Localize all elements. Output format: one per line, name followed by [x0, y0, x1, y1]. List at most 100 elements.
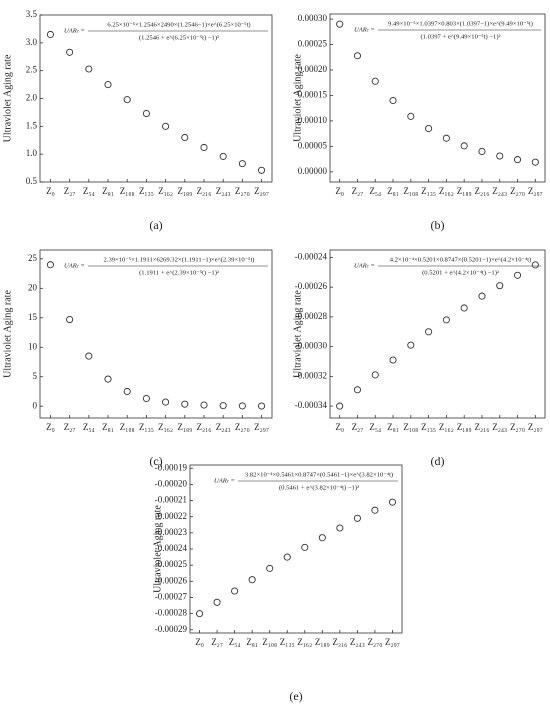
- data-point: [219, 152, 227, 160]
- x-tick-label: Z₁₀₈: [120, 186, 135, 196]
- y-tick-label: 0.00020: [298, 64, 328, 74]
- data-point: [123, 96, 131, 104]
- y-axis-label: Ultraviolet Aging rate: [152, 505, 163, 593]
- x-tick-label: Z₁₃₅: [139, 186, 154, 196]
- x-tick-label: Z₀: [46, 186, 55, 196]
- data-point: [318, 534, 326, 542]
- y-tick-label: -0.00019: [155, 462, 188, 472]
- y-tick-label: 3.0: [26, 37, 38, 47]
- caption: (c): [149, 454, 162, 468]
- x-tick-label: Z₂₉₇: [254, 186, 269, 196]
- data-point: [301, 543, 309, 551]
- formula-lhs: UARₜ =: [214, 478, 235, 485]
- data-point: [460, 142, 468, 150]
- y-tick-label: 25: [28, 253, 38, 263]
- formula-denominator: (0.5201 + e^(4.2×10⁻⁴t) −1)²: [422, 270, 499, 277]
- caption: (b): [431, 218, 445, 232]
- x-tick-label: Z₂₉₇: [385, 637, 400, 647]
- x-tick-label: Z₅₄: [229, 637, 241, 647]
- x-tick-label: Z₁₈₉: [315, 637, 330, 647]
- data-point: [336, 402, 344, 410]
- data-point: [104, 375, 112, 383]
- y-tick-label: -0.00021: [155, 495, 187, 505]
- x-tick-label: Z₂₇₀: [235, 422, 250, 432]
- data-point: [442, 134, 450, 142]
- formula-numerator: 6.25×10⁻⁵×1.2546×2490×(1.2546−1)×e^(6.25…: [107, 22, 250, 29]
- plot-frame: [329, 13, 546, 183]
- data-point: [219, 402, 227, 410]
- x-tick-label: Z₂₇₀: [235, 186, 250, 196]
- x-tick-label: Z₂₄₃: [216, 186, 231, 196]
- x-tick-label: Z₁₈₉: [177, 422, 192, 432]
- x-tick-label: Z₂₁₆: [475, 186, 490, 196]
- y-axis-label: Ultraviolet Aging rate: [2, 290, 13, 378]
- x-tick-label: Z₂₁₆: [197, 422, 212, 432]
- data-point: [142, 109, 150, 118]
- y-tick-label: -0.00026: [295, 281, 328, 291]
- data-point: [46, 261, 54, 269]
- data-point: [353, 514, 361, 522]
- data-point: [389, 96, 397, 105]
- formula-lhs: UARₜ =: [354, 27, 375, 34]
- y-tick-label: 20: [28, 282, 38, 292]
- x-tick-label: Z₂₉₇: [528, 422, 543, 432]
- x-tick-label: Z₁₆₂: [158, 422, 173, 432]
- x-tick-label: Z₂₄₃: [492, 422, 507, 432]
- x-tick-label: Z₈₁: [387, 186, 399, 196]
- data-point: [478, 292, 486, 300]
- x-tick-label: Z₂₄₃: [216, 422, 231, 432]
- y-tick-label: 0.5: [26, 176, 38, 186]
- y-axis-label: Ultraviolet Aging rate: [292, 290, 303, 378]
- data-point: [248, 576, 256, 584]
- data-point: [336, 20, 344, 28]
- y-tick-label: -0.00034: [295, 400, 328, 410]
- data-point: [496, 282, 504, 290]
- data-point: [460, 304, 468, 312]
- x-tick-label: Z₀: [195, 637, 204, 647]
- caption: (e): [289, 689, 302, 703]
- data-point: [531, 261, 539, 269]
- formula-numerator: 9.49×10⁻⁵×1.0397×0.803×(1.0397−1)×e^(9.4…: [388, 21, 533, 28]
- y-tick-label: -0.00027: [155, 592, 188, 602]
- data-point: [425, 124, 433, 133]
- x-tick-label: Z₅₄: [369, 186, 381, 196]
- x-tick-label: Z₁₈₉: [457, 186, 472, 196]
- formula-lhs: UARₜ =: [64, 28, 85, 35]
- data-point: [353, 52, 362, 60]
- x-tick-label: Z₂₇₀: [510, 186, 525, 196]
- caption: (a): [149, 218, 162, 232]
- x-tick-label: Z₂₉₇: [528, 186, 543, 196]
- x-tick-label: Z₂₇₀: [510, 422, 525, 432]
- y-tick-label: 3.5: [26, 9, 38, 19]
- x-tick-label: Z₂₄₃: [350, 637, 365, 647]
- y-tick-label: 0.00010: [298, 115, 328, 125]
- y-tick-label: -0.00024: [295, 251, 328, 261]
- data-point: [104, 81, 112, 89]
- x-tick-label: Z₁₆₂: [297, 637, 312, 647]
- y-tick-label: -0.00025: [155, 559, 188, 569]
- formula-denominator: (1.1911 + e^(2.39×10⁻⁵t) −1)²: [139, 270, 219, 277]
- data-point: [371, 506, 379, 514]
- x-tick-label: Z₀: [335, 186, 344, 196]
- caption: (d): [431, 454, 445, 468]
- x-tick-label: Z₁₀₈: [403, 422, 418, 432]
- x-tick-label: Z₁₆₂: [439, 422, 454, 432]
- plot-frame: [39, 249, 273, 419]
- y-tick-label: -0.00026: [155, 575, 188, 585]
- x-tick-label: Z₂₉₇: [254, 422, 269, 432]
- data-point: [353, 386, 362, 394]
- y-tick-label: 0.00015: [298, 90, 328, 100]
- x-tick-label: Z₀: [335, 422, 344, 432]
- x-tick-label: Z₁₈₉: [177, 186, 192, 196]
- y-tick-label: -0.00032: [295, 370, 327, 380]
- data-point: [162, 398, 170, 406]
- x-tick-label: Z₂₁₆: [475, 422, 490, 432]
- data-point: [85, 65, 93, 73]
- y-tick-label: 0.00030: [298, 13, 328, 23]
- y-tick-label: -0.00030: [295, 341, 328, 351]
- data-point: [181, 133, 189, 142]
- y-tick-label: -0.00029: [155, 624, 188, 634]
- x-tick-label: Z₁₆₂: [158, 186, 173, 196]
- x-tick-label: Z₁₃₅: [421, 422, 436, 432]
